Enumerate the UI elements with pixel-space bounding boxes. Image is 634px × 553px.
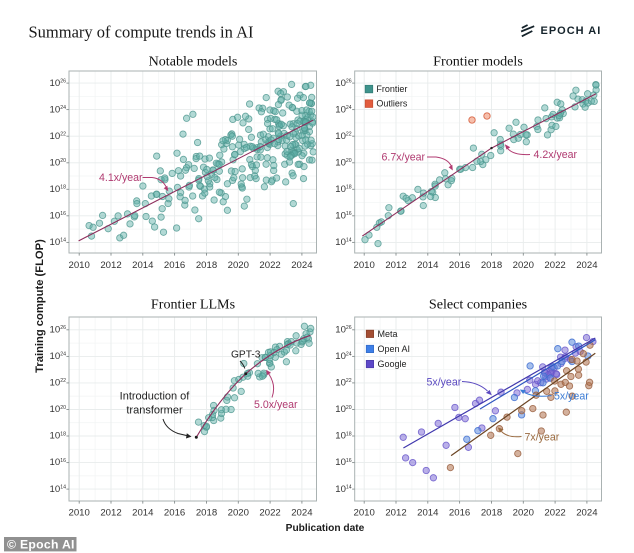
svg-text:2024: 2024 (291, 260, 313, 271)
svg-text:2014: 2014 (132, 507, 154, 518)
svg-text:2020: 2020 (513, 507, 534, 518)
svg-text:Frontier models: Frontier models (433, 53, 523, 69)
svg-text:1026: 1026 (50, 78, 67, 89)
svg-text:Summary of compute trends in A: Summary of compute trends in AI (29, 22, 254, 41)
svg-text:2012: 2012 (100, 507, 121, 518)
svg-text:1022: 1022 (335, 378, 352, 389)
svg-text:Training compute (FLOP): Training compute (FLOP) (34, 239, 46, 373)
svg-text:1020: 1020 (50, 404, 67, 415)
svg-text:2010: 2010 (69, 260, 90, 271)
svg-text:2022: 2022 (544, 507, 565, 518)
svg-text:2022: 2022 (259, 507, 280, 518)
svg-text:2024: 2024 (291, 507, 313, 518)
svg-text:5x/year: 5x/year (427, 377, 462, 389)
svg-text:2016: 2016 (449, 507, 470, 518)
svg-text:1024: 1024 (335, 104, 352, 115)
svg-text:5x/year: 5x/year (554, 391, 589, 403)
svg-text:2018: 2018 (196, 260, 217, 271)
svg-text:1014: 1014 (335, 237, 352, 248)
svg-text:1014: 1014 (50, 484, 67, 495)
svg-text:2022: 2022 (544, 260, 565, 271)
svg-text:1026: 1026 (335, 78, 352, 89)
svg-text:1024: 1024 (50, 104, 67, 115)
svg-text:2010: 2010 (354, 507, 375, 518)
svg-text:2024: 2024 (576, 507, 598, 518)
svg-text:2012: 2012 (385, 260, 406, 271)
svg-text:Outliers: Outliers (376, 99, 408, 109)
svg-text:Frontier LLMs: Frontier LLMs (151, 297, 235, 313)
svg-text:1024: 1024 (50, 351, 67, 362)
svg-text:1022: 1022 (50, 378, 67, 389)
svg-text:1014: 1014 (50, 237, 67, 248)
svg-text:2022: 2022 (259, 260, 280, 271)
svg-text:1018: 1018 (50, 184, 67, 195)
svg-text:Open AI: Open AI (378, 344, 411, 354)
svg-text:2018: 2018 (481, 507, 502, 518)
svg-text:4.1x/year: 4.1x/year (99, 172, 143, 184)
svg-text:7x/year: 7x/year (525, 432, 560, 444)
svg-text:2016: 2016 (449, 260, 470, 271)
svg-text:GPT-3: GPT-3 (231, 350, 261, 361)
svg-text:Frontier: Frontier (376, 84, 407, 94)
svg-text:1020: 1020 (335, 404, 352, 415)
svg-text:1018: 1018 (50, 431, 67, 442)
svg-text:1016: 1016 (50, 211, 67, 222)
svg-text:Introduction of: Introduction of (120, 391, 191, 403)
svg-text:2018: 2018 (196, 507, 217, 518)
svg-text:EPOCH AI: EPOCH AI (541, 25, 602, 37)
svg-text:2010: 2010 (354, 260, 375, 271)
svg-text:2014: 2014 (417, 507, 439, 518)
svg-text:1020: 1020 (335, 157, 352, 168)
svg-text:2014: 2014 (132, 260, 154, 271)
svg-text:1022: 1022 (335, 131, 352, 142)
svg-text:2020: 2020 (513, 260, 534, 271)
svg-text:1018: 1018 (335, 184, 352, 195)
svg-text:5.0x/year: 5.0x/year (254, 399, 298, 411)
svg-text:1018: 1018 (335, 431, 352, 442)
svg-text:1022: 1022 (50, 131, 67, 142)
svg-text:2018: 2018 (481, 260, 502, 271)
svg-text:6.7x/year: 6.7x/year (382, 152, 426, 164)
svg-text:Meta: Meta (378, 329, 398, 339)
svg-text:1024: 1024 (335, 351, 352, 362)
svg-text:4.2x/year: 4.2x/year (534, 149, 578, 161)
svg-text:1016: 1016 (335, 211, 352, 222)
svg-text:2020: 2020 (228, 507, 249, 518)
svg-text:1026: 1026 (335, 325, 352, 336)
svg-text:2014: 2014 (417, 260, 439, 271)
svg-text:1020: 1020 (50, 157, 67, 168)
svg-text:1014: 1014 (335, 484, 352, 495)
svg-text:Notable models: Notable models (149, 53, 238, 69)
svg-text:transformer: transformer (126, 405, 183, 417)
svg-text:Select companies: Select companies (429, 297, 527, 313)
svg-text:1026: 1026 (50, 325, 67, 336)
svg-text:2020: 2020 (228, 260, 249, 271)
svg-text:© Epoch AI: © Epoch AI (7, 538, 75, 552)
svg-text:1016: 1016 (50, 457, 67, 468)
svg-text:Publication date: Publication date (286, 523, 365, 534)
svg-text:Google: Google (378, 359, 407, 369)
svg-text:2012: 2012 (385, 507, 406, 518)
svg-text:2016: 2016 (164, 507, 185, 518)
svg-text:2010: 2010 (69, 507, 90, 518)
svg-text:2012: 2012 (100, 260, 121, 271)
svg-text:2024: 2024 (576, 260, 598, 271)
svg-text:1016: 1016 (335, 457, 352, 468)
svg-text:2016: 2016 (164, 260, 185, 271)
